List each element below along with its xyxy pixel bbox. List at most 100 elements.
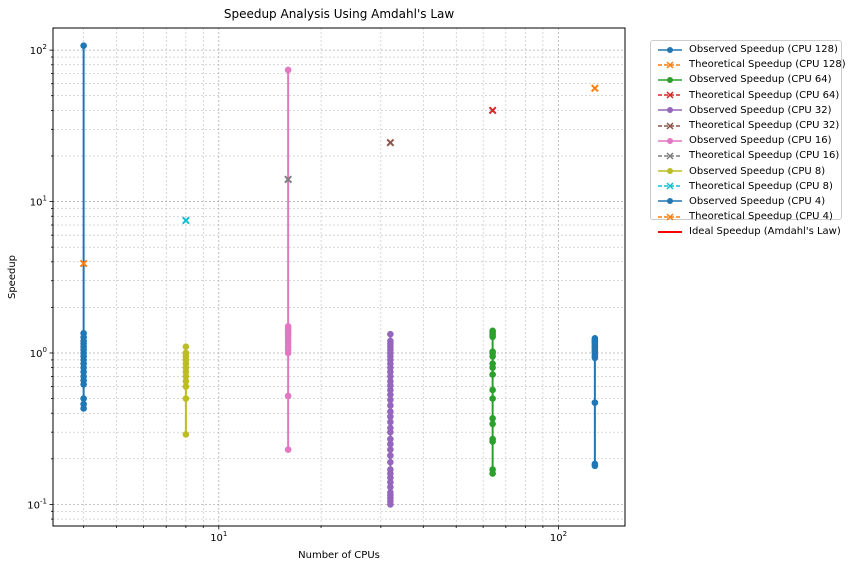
- data-point: [489, 327, 496, 335]
- legend-entry: Observed Speedup (CPU 8): [657, 164, 841, 179]
- chart-title: Speedup Analysis Using Amdahl's Law: [224, 7, 455, 21]
- data-point: [489, 371, 496, 378]
- data-point: [387, 452, 394, 459]
- legend-swatch: [658, 230, 682, 233]
- legend-entry: Ideal Speedup (Amdahl's Law): [657, 224, 841, 239]
- data-point: [387, 391, 394, 399]
- data-point: [80, 373, 87, 380]
- legend-entry: Theoretical Speedup (CPU 16): [657, 148, 841, 163]
- data-point: [387, 478, 394, 486]
- legend-entry: Observed Speedup (CPU 4): [657, 194, 841, 209]
- grid-lines: [53, 28, 625, 526]
- data-point: [387, 378, 394, 385]
- data-point: [80, 42, 87, 49]
- legend-label: Observed Speedup (CPU 64): [689, 74, 832, 86]
- legend-label: Observed Speedup (CPU 4): [689, 195, 826, 207]
- legend-swatch: [658, 91, 682, 99]
- legend-swatch: [658, 182, 682, 190]
- legend-label: Observed Speedup (CPU 32): [689, 104, 832, 116]
- theoretical-point: [590, 84, 599, 93]
- data-point: [387, 408, 394, 415]
- legend-entry: Theoretical Speedup (CPU 64): [657, 88, 841, 103]
- data-point: [80, 395, 87, 402]
- data-point: [182, 373, 190, 380]
- legend-swatch: [658, 213, 682, 221]
- data-point: [489, 348, 496, 355]
- theoretical-point: [386, 138, 395, 147]
- data-point: [489, 360, 496, 367]
- data-point: [284, 446, 292, 453]
- legend-entry: Theoretical Speedup (CPU 128): [657, 57, 846, 72]
- data-point: [387, 466, 394, 473]
- data-point: [387, 435, 394, 443]
- theoretical-point: [284, 175, 293, 184]
- data-point: [489, 415, 496, 422]
- y-axis-label: Speedup: [7, 255, 18, 299]
- legend-label: Theoretical Speedup (CPU 16): [689, 150, 840, 162]
- data-point: [182, 395, 190, 402]
- legend: Observed Speedup (CPU 128) Theoretical Sp…: [650, 40, 846, 237]
- data-point: [489, 466, 496, 473]
- data-point: [591, 334, 599, 342]
- data-point: [387, 418, 394, 426]
- data-point: [182, 383, 190, 390]
- x-axis-label: Number of CPUs: [298, 550, 380, 561]
- data-point: [591, 399, 599, 406]
- legend-swatch: [658, 152, 682, 160]
- legend-label: Theoretical Speedup (CPU 8): [689, 180, 833, 192]
- data-point: [182, 349, 190, 357]
- legend-swatch: [658, 137, 682, 144]
- legend-swatch: [658, 198, 682, 205]
- data-point: [387, 413, 394, 420]
- data-point: [387, 446, 394, 453]
- legend-label: Theoretical Speedup (CPU 4): [689, 211, 833, 223]
- data-point: [489, 395, 496, 402]
- y-tick-label: 101: [30, 195, 47, 209]
- data-point: [387, 424, 394, 432]
- data-point: [387, 440, 394, 448]
- data-point: [80, 329, 87, 337]
- theoretical-point: [488, 106, 497, 115]
- legend-swatch: [658, 168, 682, 175]
- data-point: [387, 483, 394, 491]
- data-point: [489, 386, 496, 394]
- data-point: [284, 66, 292, 74]
- data-point: [80, 400, 87, 408]
- theoretical-point: [181, 216, 190, 225]
- legend-label: Observed Speedup (CPU 8): [689, 165, 826, 177]
- data-point: [284, 392, 292, 400]
- legend-label: Theoretical Speedup (CPU 128): [689, 59, 846, 71]
- legend-label: Observed Speedup (CPU 128): [689, 44, 838, 56]
- data-point: [387, 396, 394, 404]
- legend-entry: Theoretical Speedup (CPU 32): [657, 118, 841, 133]
- data-point: [387, 458, 394, 466]
- legend-label: Observed Speedup (CPU 16): [689, 135, 832, 147]
- legend-entry: Theoretical Speedup (CPU 8): [657, 179, 841, 194]
- x-tick-label: 101: [210, 530, 227, 544]
- theoretical-point: [79, 259, 88, 268]
- plot-marks: [79, 42, 599, 508]
- plot-area-frame: [52, 27, 626, 527]
- x-tick-label: 102: [550, 530, 567, 544]
- data-point: [182, 343, 190, 351]
- legend-swatch: [658, 76, 682, 83]
- data-point: [591, 460, 599, 468]
- y-tick-label: 100: [30, 346, 47, 360]
- legend-entry: Observed Speedup (CPU 16): [657, 133, 841, 148]
- y-tick-label: 10-1: [27, 497, 47, 511]
- legend-label: Theoretical Speedup (CPU 32): [689, 120, 840, 132]
- y-tick-label: 102: [30, 43, 47, 57]
- data-point: [387, 337, 394, 345]
- data-point: [387, 373, 394, 380]
- data-point: [182, 378, 190, 385]
- data-point: [284, 323, 292, 330]
- legend-swatch: [658, 122, 682, 130]
- legend-entry: Observed Speedup (CPU 64): [657, 72, 841, 87]
- data-point: [387, 489, 394, 496]
- legend-swatch: [658, 46, 682, 53]
- data-point: [182, 431, 190, 438]
- data-point: [387, 330, 394, 338]
- data-point: [489, 435, 496, 443]
- legend-label: Theoretical Speedup (CPU 64): [689, 89, 840, 101]
